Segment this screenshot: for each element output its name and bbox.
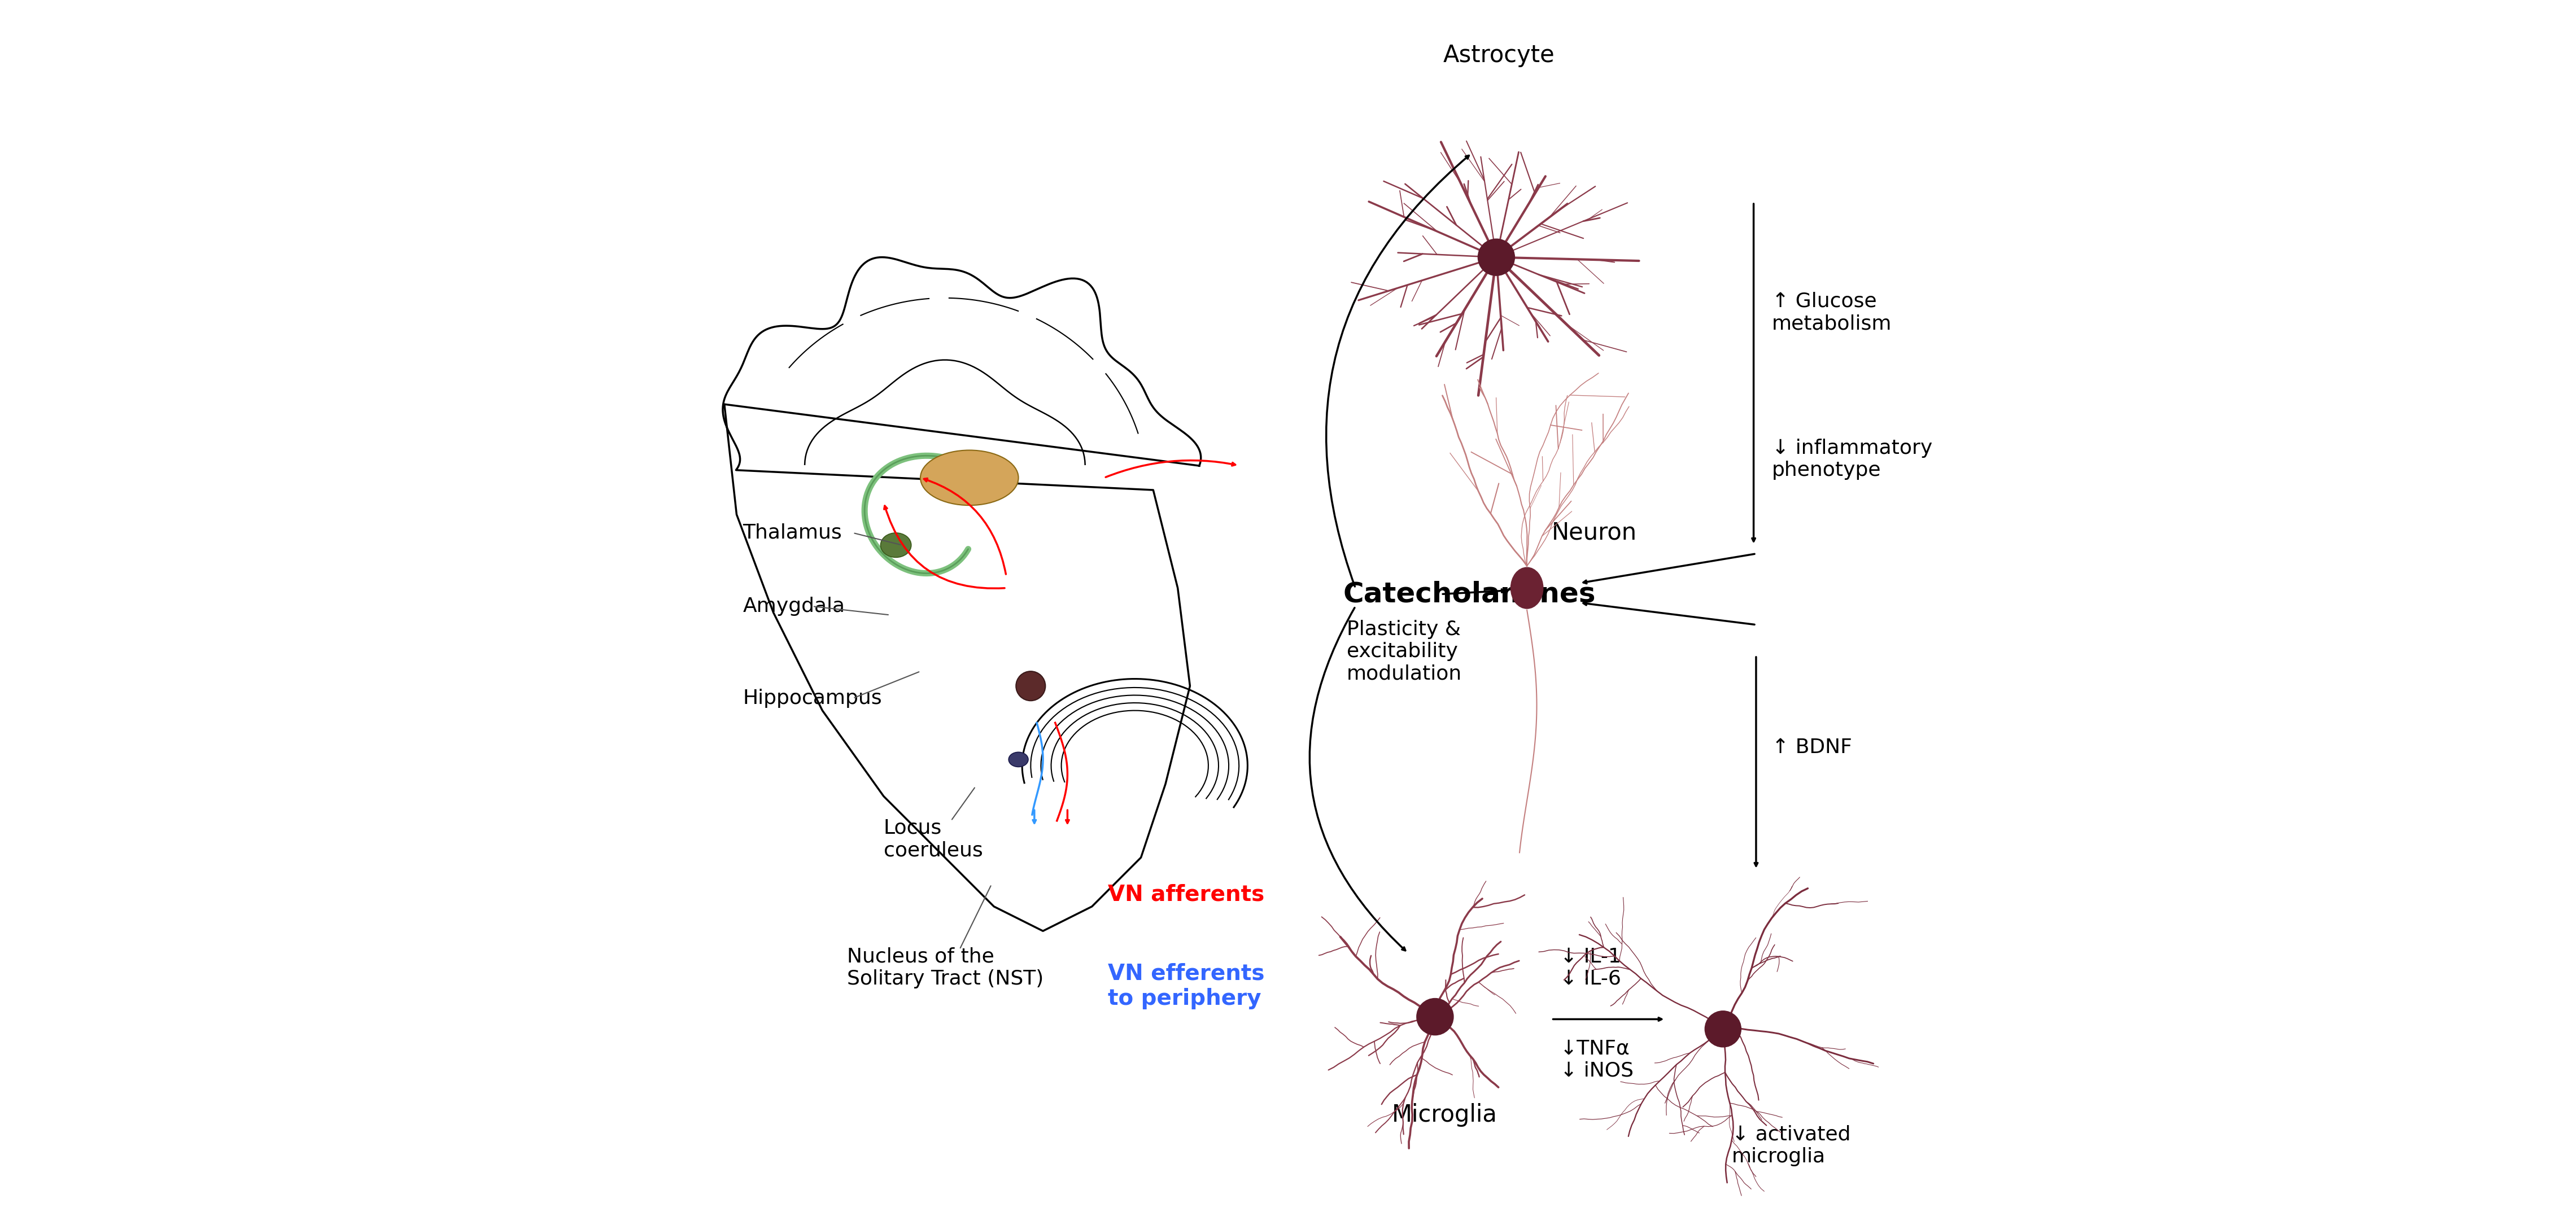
Text: Microglia: Microglia <box>1391 1102 1497 1127</box>
Text: ↓ IL-1
↓ IL-6: ↓ IL-1 ↓ IL-6 <box>1561 947 1620 989</box>
Text: Hippocampus: Hippocampus <box>742 688 881 708</box>
Text: ↓ inflammatory
phenotype: ↓ inflammatory phenotype <box>1772 439 1932 480</box>
Ellipse shape <box>1510 567 1543 609</box>
Text: Thalamus: Thalamus <box>742 523 842 543</box>
Text: ↑ BDNF: ↑ BDNF <box>1772 737 1852 757</box>
Text: ↓ activated
microglia: ↓ activated microglia <box>1731 1125 1850 1166</box>
Text: Catecholamines: Catecholamines <box>1342 581 1595 608</box>
Text: Plasticity &
excitability
modulation: Plasticity & excitability modulation <box>1347 620 1463 684</box>
Ellipse shape <box>1010 752 1028 767</box>
Text: Amygdala: Amygdala <box>742 597 845 616</box>
Circle shape <box>1705 1011 1741 1047</box>
Circle shape <box>1479 239 1515 276</box>
Text: ↓TNFα
↓ iNOS: ↓TNFα ↓ iNOS <box>1561 1039 1633 1080</box>
Circle shape <box>1417 998 1453 1035</box>
Ellipse shape <box>881 533 912 557</box>
Circle shape <box>1015 671 1046 701</box>
Text: Neuron: Neuron <box>1551 521 1636 545</box>
Text: VN afferents: VN afferents <box>1108 883 1265 905</box>
Text: ↑ Glucose
metabolism: ↑ Glucose metabolism <box>1772 292 1891 333</box>
Ellipse shape <box>920 450 1018 505</box>
Text: Astrocyte: Astrocyte <box>1443 43 1553 67</box>
Text: Nucleus of the
Solitary Tract (NST): Nucleus of the Solitary Tract (NST) <box>848 947 1043 989</box>
Text: Locus
coeruleus: Locus coeruleus <box>884 818 984 860</box>
Text: VN efferents
to periphery: VN efferents to periphery <box>1108 963 1265 1009</box>
